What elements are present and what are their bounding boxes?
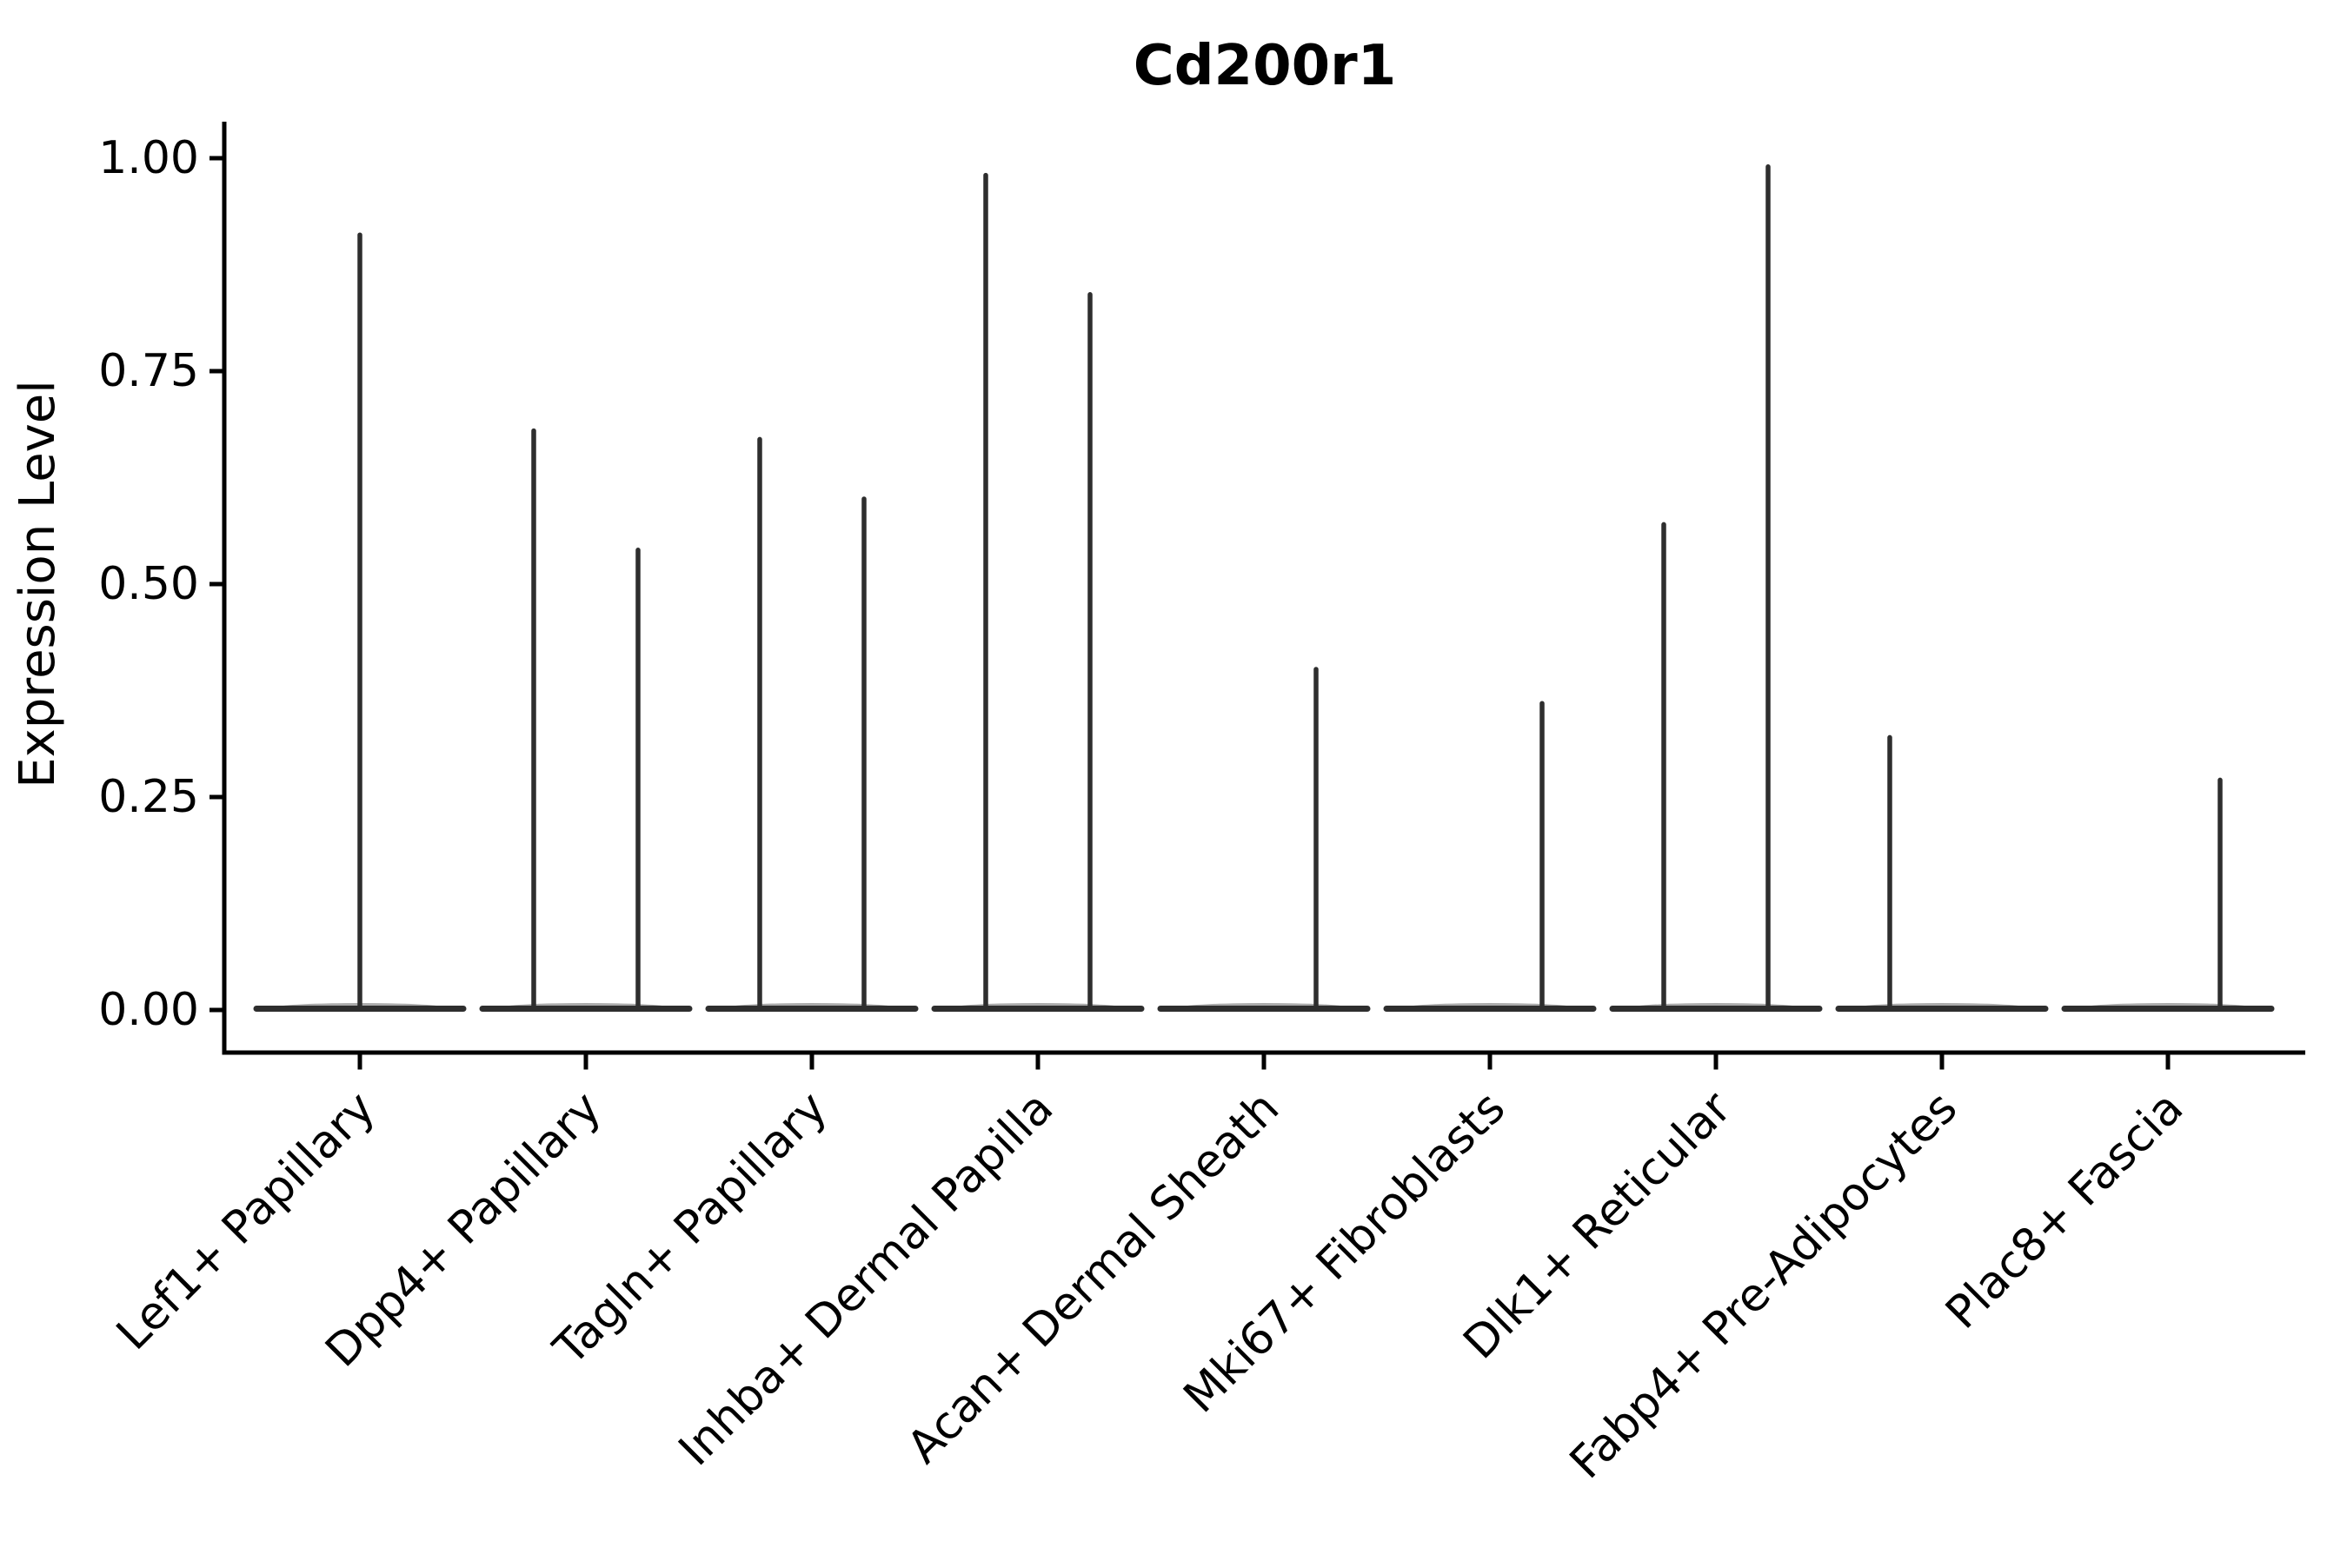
violin bbox=[253, 232, 467, 1012]
violin bbox=[931, 172, 1145, 1012]
y-tick-label: 0.75 bbox=[98, 345, 199, 397]
y-tick-label: 0.00 bbox=[98, 984, 199, 1036]
x-tick-label: Fabp4+ Pre-Adipocytes bbox=[1560, 1082, 1967, 1489]
violin bbox=[1383, 701, 1597, 1012]
y-axis-title: Expression Level bbox=[10, 380, 66, 788]
violin bbox=[705, 436, 919, 1012]
violin bbox=[1835, 734, 2049, 1012]
violin bbox=[2061, 777, 2275, 1012]
chart-title: Cd200r1 bbox=[1134, 34, 1396, 98]
y-tick-label: 1.00 bbox=[98, 132, 199, 184]
violin-layer bbox=[253, 164, 2275, 1012]
x-tick-label: Plac8+ Fascia bbox=[1936, 1082, 2193, 1339]
violin bbox=[1609, 164, 1823, 1012]
y-tick-label: 0.50 bbox=[98, 558, 199, 610]
violin bbox=[1157, 667, 1371, 1012]
x-tick-label: Inhba+ Dermal Papilla bbox=[669, 1082, 1063, 1476]
x-tick-label: Acan+ Dermal Sheath bbox=[898, 1082, 1290, 1474]
y-tick-label: 0.25 bbox=[98, 771, 199, 823]
violin bbox=[479, 428, 693, 1012]
